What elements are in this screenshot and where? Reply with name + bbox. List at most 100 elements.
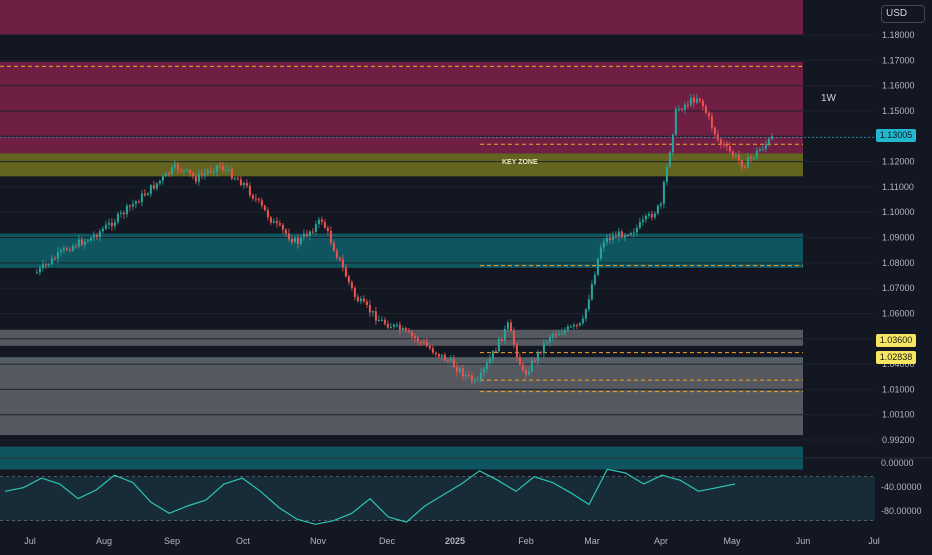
candle-body (494, 350, 497, 352)
candle-body (728, 146, 731, 152)
candle-body (119, 212, 122, 214)
candle-body (53, 258, 56, 260)
candle-body (566, 326, 569, 330)
candle-body (146, 193, 149, 196)
candle-body (170, 167, 173, 175)
candle-body (698, 98, 701, 101)
candle-body (227, 168, 230, 170)
candle-body (713, 127, 716, 135)
candle-body (725, 144, 728, 147)
x-tick-label: Oct (236, 536, 251, 546)
candle-body (446, 360, 449, 362)
zone-grey-6 (0, 357, 803, 436)
candle-body (224, 169, 227, 171)
candle-body (488, 358, 491, 364)
candle-body (38, 268, 41, 273)
candle-body (548, 337, 551, 343)
candle-body (323, 221, 326, 228)
candle-body (197, 173, 200, 182)
candle-body (404, 328, 407, 331)
last-price-badge: 1.13005 (876, 129, 916, 142)
candle-body (389, 326, 392, 328)
candle-body (554, 334, 557, 336)
candle-body (329, 231, 332, 243)
candle-body (167, 172, 170, 175)
x-tick-label: Apr (654, 536, 668, 546)
y-tick-label: 1.08000 (882, 258, 915, 268)
x-tick-label: Jun (796, 536, 811, 546)
candle-body (320, 219, 323, 222)
candle-body (470, 375, 473, 382)
candle-body (179, 170, 182, 172)
candle-body (407, 330, 410, 332)
candle-body (155, 183, 158, 189)
candle-body (722, 144, 725, 146)
candle-body (35, 272, 38, 274)
candle-body (185, 170, 188, 172)
y-tick-label: 1.11000 (882, 182, 914, 192)
candle-body (233, 178, 236, 180)
candle-body (269, 217, 272, 223)
candle-body (245, 183, 248, 186)
candle-body (464, 374, 467, 377)
candle-body (497, 338, 500, 352)
candle-body (602, 242, 605, 248)
candle-body (332, 242, 335, 251)
candle-body (65, 248, 68, 250)
y-tick-label: 1.15000 (882, 106, 915, 116)
candle-body (161, 176, 164, 181)
candle-body (242, 183, 245, 186)
candle-body (206, 170, 209, 173)
candle-body (539, 351, 542, 353)
candle-body (380, 319, 383, 321)
candle-body (278, 223, 281, 225)
candle-body (491, 350, 494, 359)
candle-body (431, 348, 434, 353)
candle-body (599, 247, 602, 259)
y-tick-label: 1.17000 (882, 55, 915, 65)
candle-body (383, 319, 386, 324)
candle-body (605, 237, 608, 243)
candle-body (230, 168, 233, 179)
candle-body (761, 148, 764, 150)
candle-body (182, 170, 185, 172)
candle-body (266, 210, 269, 218)
candle-body (752, 157, 755, 159)
candle-body (365, 301, 368, 305)
candle-body (56, 252, 59, 259)
candle-body (629, 233, 632, 236)
x-tick-label: 2025 (445, 536, 465, 546)
rsi-tick-label: -80.00000 (881, 506, 922, 516)
y-tick-label: 1.00100 (882, 410, 915, 420)
candle-body (68, 249, 71, 251)
y-tick-label: 1.16000 (882, 81, 915, 91)
candle-body (758, 149, 761, 151)
currency-label[interactable]: USD (881, 5, 925, 23)
candle-body (620, 231, 623, 238)
rsi-line (4, 468, 736, 525)
candle-body (668, 152, 671, 167)
candle-body (614, 236, 617, 238)
candle-body (683, 104, 686, 110)
rsi-tick-label: 0.00000 (881, 458, 914, 468)
candle-body (248, 185, 251, 196)
candle-body (527, 371, 530, 375)
candle-body (749, 156, 752, 158)
candle-body (737, 155, 740, 161)
candle-body (377, 319, 380, 321)
candle-body (575, 324, 578, 326)
candle-body (689, 97, 692, 105)
candle-body (281, 224, 284, 230)
candle-body (656, 205, 659, 214)
candle-body (356, 296, 359, 302)
candle-body (422, 342, 425, 344)
y-tick-label: 1.09000 (882, 233, 915, 243)
y-tick-label: 1.12000 (882, 157, 915, 167)
y-tick-label: 1.04000 (882, 359, 915, 369)
candle-body (416, 338, 419, 342)
candle-body (74, 245, 77, 247)
candle-body (767, 138, 770, 145)
candle-body (509, 322, 512, 332)
candle-body (272, 221, 275, 223)
